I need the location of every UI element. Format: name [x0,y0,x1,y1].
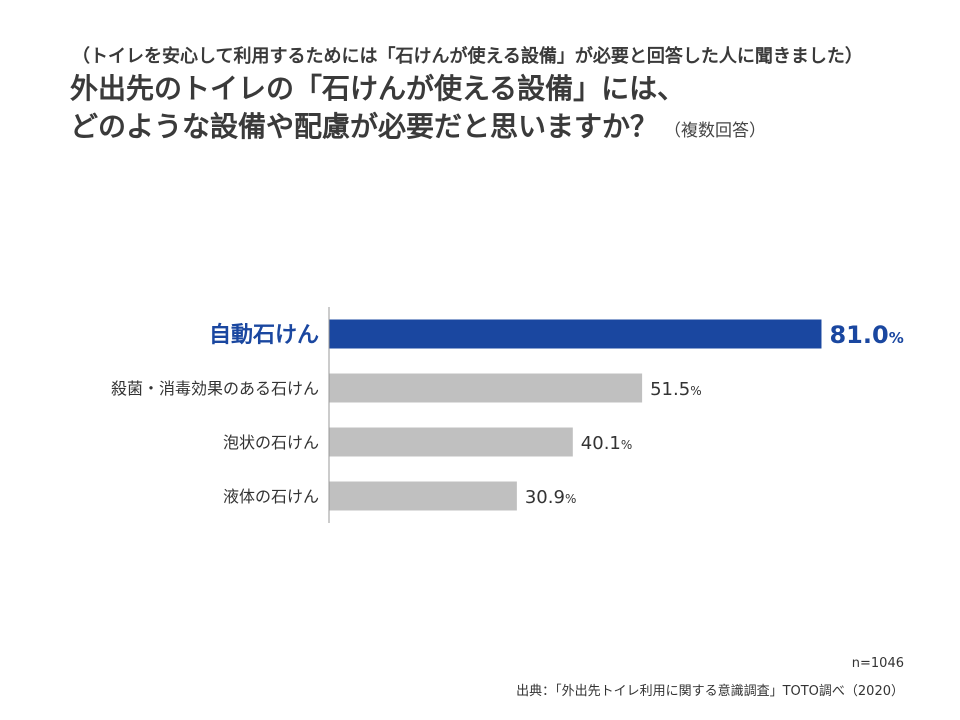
chart-title: 外出先のトイレの「石けんが使える設備」には、 どのような設備や配慮が必要だと思い… [70,70,766,150]
source-note: 出典：「外出先トイレ利用に関する意識調査」TOTO調べ（2020） [516,684,904,699]
title-line-2-text: どのような設備や配慮が必要だと思いますか？ [70,110,659,143]
value-label-1: 51.5% [650,379,701,400]
bar-2 [329,427,573,457]
category-label-1: 殺菌・消毒効果のある石けん [111,379,319,398]
sample-size: n=1046 [851,656,904,671]
value-unit-0: % [889,329,904,347]
value-label-0: 81.0% [829,321,903,349]
value-unit-2: % [621,438,632,452]
value-unit-3: % [565,492,576,506]
title-line-2: どのような設備や配慮が必要だと思いますか？ （複数回答） [70,108,766,150]
title-note: （複数回答） [664,121,767,141]
bar-0 [329,319,822,349]
bar-1 [329,373,643,403]
value-unit-1: % [690,384,701,398]
category-label-3: 液体の石けん [223,487,319,506]
chart-subtitle: （トイレを安心して利用するためには「石けんが使える設備」が必要と回答した人に聞き… [72,46,863,67]
value-label-2: 40.1% [581,433,632,454]
bar-3 [329,481,517,511]
value-label-3: 30.9% [525,487,576,508]
category-label-0: 自動石けん [209,322,319,348]
title-line-1: 外出先のトイレの「石けんが使える設備」には、 [70,72,686,105]
category-label-2: 泡状の石けん [223,433,319,452]
